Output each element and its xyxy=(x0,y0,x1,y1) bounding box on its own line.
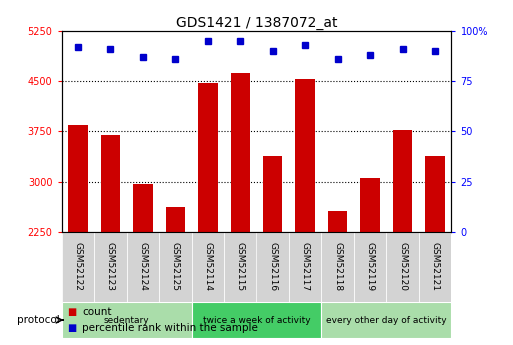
Text: GSM52117: GSM52117 xyxy=(301,242,310,292)
Bar xyxy=(101,135,120,232)
Text: ■: ■ xyxy=(67,324,76,333)
Bar xyxy=(322,232,354,302)
Text: GSM52124: GSM52124 xyxy=(139,243,147,291)
Bar xyxy=(263,156,283,232)
Text: GSM52119: GSM52119 xyxy=(366,242,374,292)
Text: percentile rank within the sample: percentile rank within the sample xyxy=(82,324,258,333)
Text: every other day of activity: every other day of activity xyxy=(326,316,447,325)
Bar xyxy=(419,232,451,302)
Bar xyxy=(94,232,127,302)
Text: twice a week of activity: twice a week of activity xyxy=(203,316,310,325)
Bar xyxy=(62,232,94,302)
Bar xyxy=(328,211,347,232)
Text: GSM52115: GSM52115 xyxy=(236,242,245,292)
Bar xyxy=(68,125,88,232)
Bar xyxy=(354,232,386,302)
Text: GSM52123: GSM52123 xyxy=(106,242,115,292)
Bar xyxy=(295,79,315,232)
Bar xyxy=(386,232,419,302)
Text: GSM52116: GSM52116 xyxy=(268,242,277,292)
Text: GSM52118: GSM52118 xyxy=(333,242,342,292)
Bar xyxy=(256,232,289,302)
Bar xyxy=(289,232,322,302)
Bar xyxy=(425,156,445,232)
Text: GSM52125: GSM52125 xyxy=(171,242,180,292)
Bar xyxy=(393,130,412,232)
Text: ■: ■ xyxy=(67,307,76,317)
Bar xyxy=(322,302,451,338)
Bar xyxy=(127,232,159,302)
Bar xyxy=(191,232,224,302)
Text: GSM52121: GSM52121 xyxy=(431,242,440,292)
Text: GSM52114: GSM52114 xyxy=(203,242,212,292)
Text: count: count xyxy=(82,307,112,317)
Bar xyxy=(361,178,380,232)
Bar xyxy=(166,207,185,232)
Bar xyxy=(133,184,152,232)
Title: GDS1421 / 1387072_at: GDS1421 / 1387072_at xyxy=(176,16,337,30)
Bar xyxy=(159,232,191,302)
Text: GSM52120: GSM52120 xyxy=(398,242,407,292)
Bar xyxy=(230,73,250,232)
Text: GSM52122: GSM52122 xyxy=(73,243,82,291)
Bar xyxy=(191,302,322,338)
Bar xyxy=(224,232,256,302)
Text: sedentary: sedentary xyxy=(104,316,149,325)
Bar xyxy=(198,82,218,232)
Text: protocol: protocol xyxy=(17,315,60,325)
Bar xyxy=(62,302,191,338)
